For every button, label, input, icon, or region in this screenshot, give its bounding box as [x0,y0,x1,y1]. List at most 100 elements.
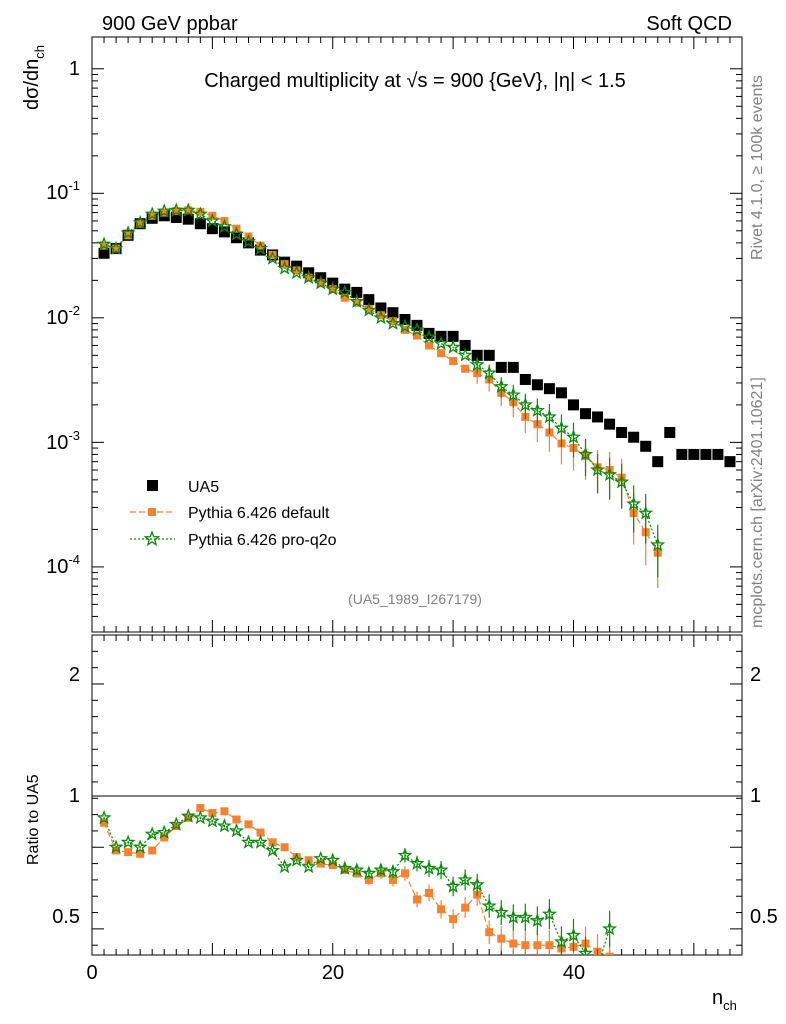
ua5-point [206,223,218,235]
pythia-default-point [304,273,313,282]
ratio-proq2o-point [445,878,461,893]
ua5-point [604,418,616,430]
ratio-proq2o-point [385,863,401,879]
pythia-proq2o-point [505,387,521,402]
pythia-default-point [292,266,301,275]
ratio-default-point [136,849,145,858]
ratio-proq2o-point [433,862,449,877]
ratio-proq2o-point [301,858,317,874]
ratio-proq2o-point [120,834,136,849]
ua5-point [483,349,495,361]
ratio-default-point [292,853,301,862]
ua5-point [664,427,676,439]
ratio-default-point [268,838,277,847]
legend-label-ua5: UA5 [188,479,219,496]
pythia-proq2o-point [156,203,172,218]
ratio-default-point [449,915,458,924]
ua5-point [519,373,531,385]
ua5-point [555,387,567,399]
pythia-proq2o-point [614,474,630,489]
ua5-point [640,440,652,452]
pythia-proq2o-point [277,260,293,275]
ua5-point [459,339,471,351]
ratio-default-point [280,843,289,852]
ratio-default-point [184,813,193,822]
pythia-default-point [148,211,157,220]
pythia-proq2o-point [493,378,509,394]
pythia-proq2o-point [132,214,148,230]
pythia-proq2o-point [638,505,654,520]
pythia-proq2o-point [241,233,256,248]
ua5-point [567,399,579,411]
ua5-point [375,302,387,314]
ratio-default-point [196,804,205,813]
pythia-proq2o-point [529,402,545,417]
ua5-point [194,218,206,230]
y-tick-labels: 10-4 10-3 10-2 10-1 1 [46,58,80,578]
pythia-proq2o-point [228,226,244,241]
ratio-default-point [220,807,229,816]
ratio-proq2o-point [228,823,244,838]
ratio-proq2o-point [493,904,509,919]
ua5-point [447,330,459,342]
legend-marker-ua5 [147,480,158,491]
pythia-proq2o-point [253,240,268,255]
ratio-proq2o-point [553,934,569,949]
pythia-default-point [136,219,145,228]
ratio-proq2o-point [566,927,581,942]
ratio-proq2o-point [289,852,305,867]
ua5-point [652,456,664,468]
pythia-proq2o-point [289,264,305,280]
ua5-point [182,213,194,225]
ua5-point [387,307,399,319]
ua5-point [170,211,182,223]
pythia-proq2o-point [602,466,618,482]
ratio-proq2o-point [481,898,497,913]
ua5-point [471,349,483,361]
ratio-default-point [545,941,554,950]
pythia-default-point [437,349,446,358]
pythia-proq2o-point [313,275,329,290]
pythia-default-point [449,357,458,366]
ratio-default-point [364,875,373,884]
x-tick-label-0: 0 [86,962,97,984]
ratio-proq2o-point [421,860,437,875]
ua5-point [242,237,254,249]
ratio-default-point [328,861,337,870]
ua5-point [628,431,640,443]
ratio-proq2o-point [277,858,293,874]
pythia-proq2o-point [541,409,557,424]
ua5-point [700,448,712,460]
ratio-default-point [208,808,217,817]
ua5-point [363,294,375,306]
pythia-default-point [340,293,349,302]
ratio-default-point [124,848,133,857]
pythia-proq2o-point [578,446,593,461]
ratio-proq2o-point [373,862,389,877]
ratio-default-point [497,934,506,943]
ratio-default-point [437,905,446,914]
pythia-proq2o-point [650,537,666,552]
ua5-point [339,283,351,295]
ratio-proq2o-point [204,813,220,828]
pythia-proq2o-point [445,339,461,354]
pythia-proq2o-point [566,429,581,444]
pythia-proq2o-point [457,347,473,362]
pythia-proq2o-point [96,236,112,251]
pythia-proq2o-point [349,293,365,308]
analysis-tag: (UA5_1989_I267179) [348,591,482,607]
pythia-proq2o-point [469,356,485,372]
pythia-default-point [160,208,169,217]
pythia-default-point [100,241,109,250]
ua5-point [543,383,555,395]
pythia-proq2o-point [204,213,220,228]
pythia-default-point [413,331,421,340]
ratio-proq2o-point [578,945,593,955]
ua5-point [351,286,363,298]
ratio-proq2o-point [168,816,184,831]
pythia-proq2o-point [626,496,642,511]
pythia-default-point [388,317,397,326]
pythia-proq2o-point [517,397,533,412]
ua5-point [712,448,724,460]
